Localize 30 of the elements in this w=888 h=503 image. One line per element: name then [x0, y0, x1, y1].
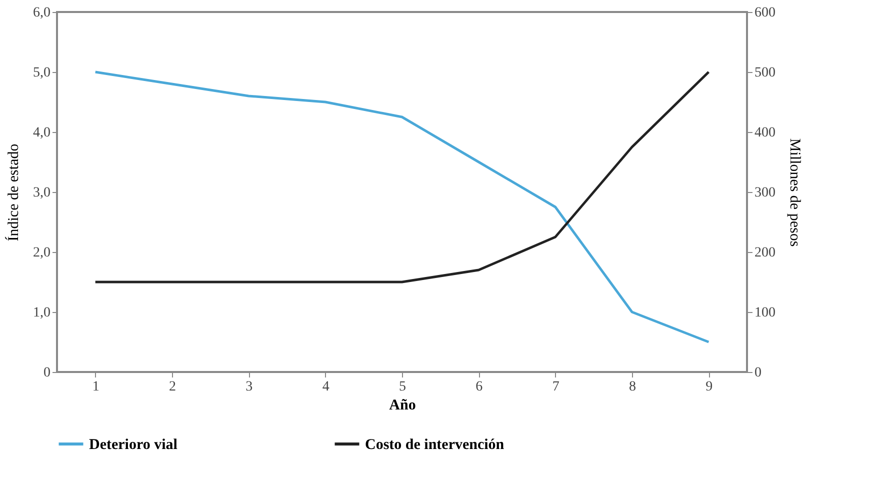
y-tick-label: 4,0: [33, 126, 50, 140]
y2-tick-label: 100: [754, 306, 776, 320]
y2-tick-label: 600: [754, 6, 776, 20]
y-tick-label: 6,0: [33, 6, 50, 20]
y-tick-label: 0: [44, 366, 50, 380]
line-series: [94, 70, 710, 344]
x-tick-label: 9: [706, 380, 713, 394]
x-tick-label: 5: [399, 380, 406, 394]
x-tick-label: 2: [169, 380, 176, 394]
x-tick-label: 6: [476, 380, 483, 394]
y-tick-label: 3,0: [33, 186, 50, 200]
x-tick-label: 1: [92, 380, 100, 394]
x-tick-label: 8: [629, 380, 636, 394]
y-axis-title: Índice de estado: [5, 144, 22, 242]
y-tick-label: 2,0: [33, 246, 50, 260]
y2-tick-label: 300: [754, 186, 776, 200]
x-tick-label: 4: [322, 380, 330, 394]
y-tick-label: 1,0: [33, 306, 50, 320]
y2-tick-label: 500: [754, 66, 776, 80]
y2-tick-label: 200: [754, 246, 776, 260]
legend-label: Deterioro vial: [89, 437, 178, 453]
y2-tick-label: 400: [754, 126, 776, 140]
y-tick-label: 5,0: [33, 66, 50, 80]
y2-tick-label: 0: [754, 366, 762, 380]
x-tick-label: 3: [246, 380, 253, 394]
legend-label: Costo de intervención: [365, 437, 505, 453]
line-series: [94, 70, 710, 284]
x-axis-title: Año: [389, 398, 416, 414]
x-tick-label: 7: [552, 380, 560, 394]
y2-axis-title: Millones de pesos: [786, 138, 802, 247]
